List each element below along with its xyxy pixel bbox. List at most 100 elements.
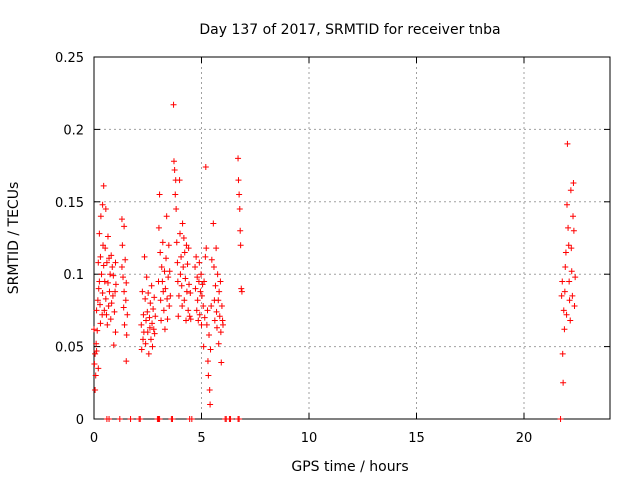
data-point [108, 252, 115, 259]
data-point [143, 317, 150, 324]
data-point [121, 223, 128, 230]
x-tick-label: 15 [408, 431, 425, 446]
data-point [110, 342, 117, 349]
data-point [167, 292, 174, 299]
y-tick-label: 0.05 [55, 341, 84, 356]
data-point [201, 314, 208, 321]
data-point [137, 416, 144, 422]
data-point [562, 263, 569, 270]
data-point [182, 275, 189, 282]
data-point [104, 321, 111, 328]
data-point [186, 281, 193, 288]
data-point [122, 256, 129, 263]
data-point [210, 263, 217, 270]
data-point [208, 303, 215, 310]
data-point [173, 239, 180, 246]
data-point [95, 259, 102, 266]
y-tick-label: 0.1 [63, 268, 84, 283]
data-point [183, 317, 190, 324]
data-point [170, 101, 177, 108]
data-point [123, 279, 130, 286]
data-point [164, 316, 171, 323]
data-point [202, 164, 209, 171]
data-point [197, 288, 204, 295]
x-tick-label: 20 [516, 431, 533, 446]
data-point [160, 307, 167, 314]
data-point [149, 320, 156, 327]
data-point [173, 206, 180, 213]
data-point [145, 290, 152, 297]
plot-frame [93, 56, 611, 420]
data-point [198, 271, 205, 278]
x-tick-label: 0 [90, 431, 98, 446]
data-point [151, 294, 158, 301]
data-point [171, 166, 178, 173]
data-point [174, 278, 181, 285]
data-point [202, 253, 209, 260]
data-point [165, 242, 172, 249]
data-point [560, 307, 567, 314]
data-point [217, 329, 224, 336]
data-point [213, 324, 220, 331]
chart-title: Day 137 of 2017, SRMTID for receiver tnb… [199, 22, 500, 38]
data-point [166, 303, 173, 310]
data-point [109, 292, 116, 299]
data-point [112, 259, 119, 266]
data-point [214, 271, 221, 278]
data-point [123, 358, 130, 365]
data-point [570, 179, 577, 186]
data-point [139, 288, 146, 295]
data-point [169, 416, 176, 422]
data-point [200, 303, 207, 310]
data-point [106, 416, 113, 422]
data-point [101, 278, 108, 285]
data-point [203, 321, 210, 328]
data-point [157, 249, 164, 256]
data-point [236, 206, 243, 213]
data-point [217, 278, 224, 285]
data-point [216, 288, 223, 295]
y-tick-label: 0.2 [63, 123, 84, 138]
data-point [142, 295, 149, 302]
data-point [118, 263, 125, 270]
data-point [155, 224, 162, 231]
data-point [97, 320, 104, 327]
data-point [211, 317, 218, 324]
data-point [218, 303, 225, 310]
data-point [561, 288, 568, 295]
data-point [100, 182, 107, 189]
data-point [204, 358, 211, 365]
data-point [159, 278, 166, 285]
data-point [106, 288, 113, 295]
data-point [185, 245, 192, 252]
data-point [156, 191, 163, 198]
data-point [192, 263, 199, 270]
data-point [119, 242, 126, 249]
data-point [569, 292, 576, 299]
data-point [150, 326, 157, 333]
data-point [559, 278, 566, 285]
data-point [93, 340, 100, 347]
data-point [238, 288, 245, 295]
data-point [177, 230, 183, 237]
data-point [94, 297, 101, 304]
data-point [237, 242, 244, 249]
grid [94, 57, 610, 419]
data-point [194, 297, 201, 304]
data-point [120, 304, 127, 311]
data-point [198, 321, 205, 328]
data-point [236, 191, 243, 198]
data-point [96, 230, 103, 237]
data-point [557, 416, 564, 422]
data-point [138, 346, 145, 353]
data-point [94, 327, 101, 334]
data-point [95, 365, 102, 372]
data-point [564, 201, 570, 208]
data-point [207, 346, 214, 353]
x-tick-label: 10 [301, 431, 318, 446]
data-point [158, 263, 165, 270]
data-point [146, 314, 153, 321]
y-tick-label: 0.15 [55, 196, 84, 211]
data-point [215, 340, 222, 347]
data-point [565, 224, 572, 231]
